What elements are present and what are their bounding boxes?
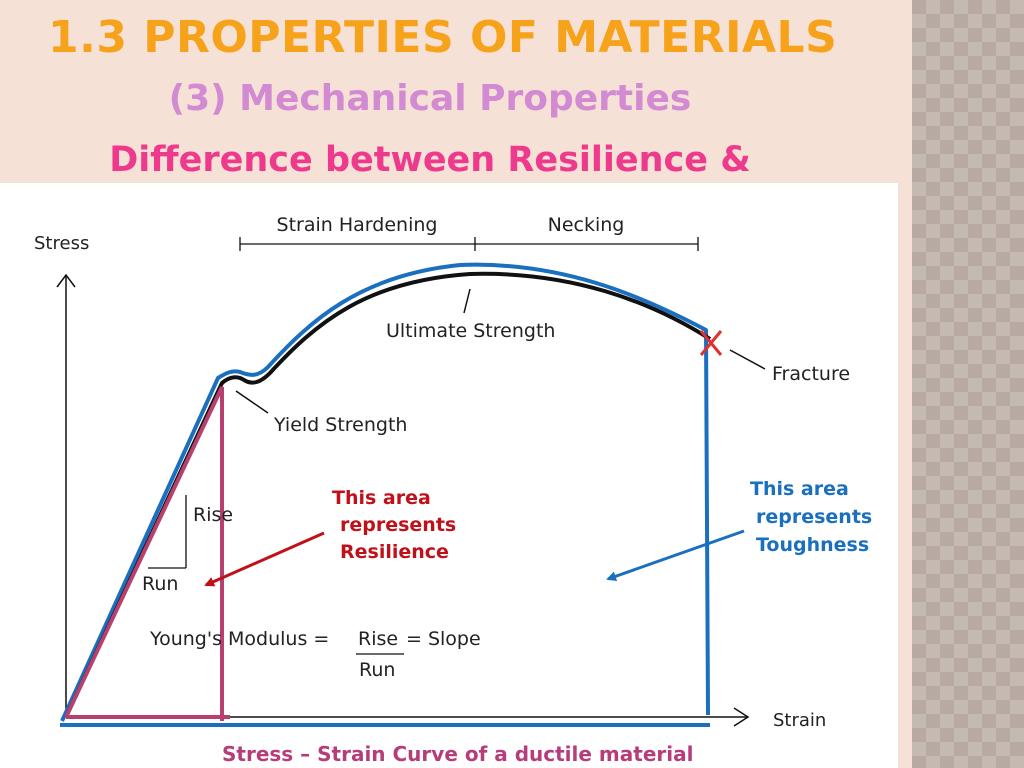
slide-subtitle: (3) Mechanical Properties (168, 78, 692, 119)
formula-numerator: Rise (358, 628, 398, 650)
stress-strain-diagram: Stress Strain Strain Hardening Necking R… (0, 183, 898, 768)
slide-title: 1.3 PROPERTIES OF MATERIALS (48, 12, 838, 63)
stress-strain-curve (64, 271, 712, 718)
run-label: Run (142, 573, 178, 595)
toughness-area-outline (60, 262, 710, 722)
fracture-label: Fracture (772, 363, 850, 385)
y-axis-label: Stress (34, 233, 89, 254)
necking-label: Necking (548, 214, 625, 236)
resilience-note-line1: This area (332, 487, 431, 509)
resilience-note-line3: Resilience (340, 541, 449, 563)
rise-label: Rise (193, 504, 233, 526)
resilience-note-line2: represents (340, 514, 456, 536)
decorative-pattern-strip (912, 0, 1024, 768)
toughness-arrow (606, 529, 745, 582)
toughness-note-line1: This area (750, 478, 849, 500)
resilience-note: This area represents Resilience (332, 487, 456, 563)
youngs-modulus-formula: Young's Modulus = Rise = Slope Run (149, 628, 481, 681)
formula-lhs: Young's Modulus = (149, 628, 329, 650)
fracture-leader (729, 349, 766, 370)
y-axis (56, 273, 76, 717)
slope-triangle (148, 495, 187, 569)
resilience-area-outline (64, 386, 230, 721)
toughness-note: This area represents Toughness (750, 478, 872, 556)
ultimate-strength-leader (463, 288, 471, 314)
toughness-note-line3: Toughness (756, 534, 869, 556)
yield-strength-label: Yield Strength (273, 414, 407, 436)
yield-strength-leader (235, 390, 269, 414)
region-brackets (239, 237, 699, 251)
ultimate-strength-label: Ultimate Strength (386, 320, 555, 342)
formula-denominator: Run (359, 659, 395, 681)
slide-heading: Difference between Resilience & (109, 140, 751, 180)
diagram-caption: Stress – Strain Curve of a ductile mater… (222, 742, 694, 766)
stress-strain-svg: Stress Strain Strain Hardening Necking R… (34, 214, 872, 731)
strain-hardening-label: Strain Hardening (277, 214, 438, 236)
x-axis-label: Strain (773, 710, 826, 731)
formula-slope: = Slope (406, 628, 481, 650)
fracture-marker (699, 330, 723, 356)
toughness-note-line2: represents (756, 506, 872, 528)
resilience-arrow (204, 531, 325, 587)
